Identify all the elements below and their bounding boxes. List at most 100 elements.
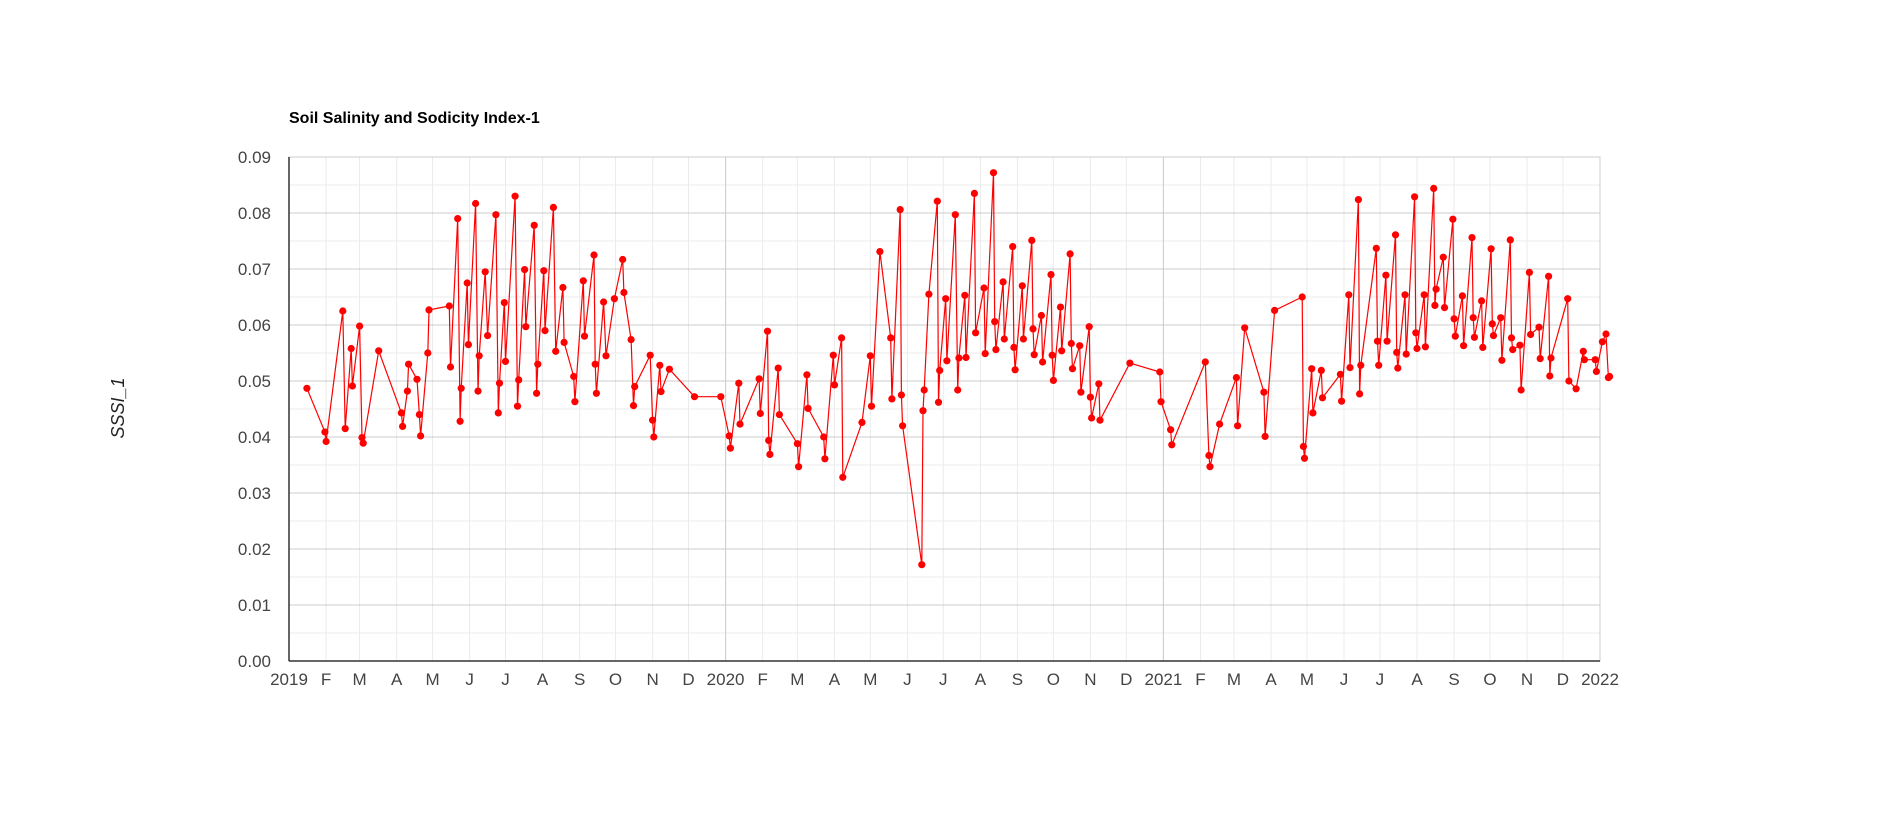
data-point bbox=[1338, 397, 1346, 405]
data-point bbox=[866, 352, 874, 360]
x-tick-label: N bbox=[1084, 670, 1096, 689]
x-tick-label: F bbox=[321, 670, 331, 689]
x-tick-label: N bbox=[646, 670, 658, 689]
data-point bbox=[1547, 354, 1555, 362]
data-point bbox=[936, 366, 944, 374]
x-tick-label: 2020 bbox=[707, 670, 745, 689]
x-tick-label: 2019 bbox=[270, 670, 308, 689]
data-point bbox=[970, 189, 979, 197]
data-point bbox=[1018, 282, 1026, 290]
data-point bbox=[1382, 271, 1390, 279]
data-point bbox=[1402, 350, 1410, 358]
data-point bbox=[896, 206, 904, 214]
data-point bbox=[1048, 351, 1056, 359]
data-point bbox=[1234, 422, 1242, 430]
series-layer bbox=[303, 169, 1614, 569]
data-point bbox=[1068, 365, 1077, 373]
data-point bbox=[899, 422, 907, 430]
data-point bbox=[403, 387, 411, 395]
data-point bbox=[897, 391, 906, 399]
data-point bbox=[1535, 323, 1543, 331]
data-point bbox=[1206, 463, 1214, 471]
data-point bbox=[631, 383, 639, 391]
data-point bbox=[1439, 253, 1447, 261]
data-point bbox=[1598, 338, 1606, 346]
data-point bbox=[1431, 301, 1439, 309]
data-point bbox=[1096, 416, 1104, 424]
data-point bbox=[646, 351, 654, 359]
axes: 0.00 0.01 0.02 0.03 0.04 0.05 0.06 0.07 0.08 0.09… bbox=[238, 148, 1619, 689]
data-point bbox=[1085, 323, 1093, 331]
data-point bbox=[1346, 364, 1354, 372]
data-point bbox=[1126, 359, 1134, 367]
data-point bbox=[735, 379, 743, 387]
data-point bbox=[1606, 372, 1614, 381]
data-point bbox=[513, 402, 522, 410]
y-tick-label: 0.07 bbox=[238, 260, 271, 279]
data-point bbox=[356, 322, 364, 330]
x-tick-label: O bbox=[1047, 670, 1060, 689]
data-point bbox=[484, 332, 492, 340]
data-point bbox=[481, 268, 489, 276]
data-point bbox=[472, 199, 480, 208]
data-point bbox=[920, 386, 928, 394]
data-point bbox=[417, 432, 425, 440]
data-point bbox=[1299, 442, 1307, 451]
y-tick-label: 0.03 bbox=[238, 484, 271, 503]
data-point bbox=[999, 278, 1007, 286]
data-point bbox=[1029, 325, 1037, 333]
data-point bbox=[887, 334, 895, 342]
data-point bbox=[1049, 376, 1057, 384]
x-tick-label: M bbox=[352, 670, 366, 689]
data-point bbox=[1460, 342, 1468, 350]
data-point bbox=[942, 295, 950, 303]
x-tick-label: F bbox=[1195, 670, 1205, 689]
data-point bbox=[1030, 351, 1038, 359]
data-point bbox=[456, 417, 464, 425]
data-point bbox=[1095, 380, 1103, 388]
data-point bbox=[619, 255, 627, 264]
data-point bbox=[821, 455, 829, 463]
data-point bbox=[1430, 184, 1438, 192]
data-point bbox=[454, 215, 462, 223]
data-point bbox=[725, 432, 733, 440]
data-point bbox=[1019, 335, 1027, 343]
data-point bbox=[1565, 377, 1573, 385]
data-point bbox=[1507, 334, 1516, 342]
data-point bbox=[629, 402, 638, 410]
data-point bbox=[736, 420, 744, 428]
x-tick-label: S bbox=[1012, 670, 1023, 689]
data-point bbox=[755, 375, 763, 383]
data-point bbox=[570, 372, 578, 381]
data-point bbox=[1468, 234, 1476, 242]
data-point bbox=[495, 379, 504, 387]
data-point bbox=[580, 332, 589, 340]
x-tick-label: 2022 bbox=[1581, 670, 1619, 689]
data-point bbox=[1450, 315, 1458, 323]
data-point bbox=[756, 409, 764, 418]
data-point bbox=[560, 338, 568, 346]
data-point bbox=[830, 381, 839, 389]
data-point bbox=[1066, 250, 1074, 258]
data-point bbox=[474, 387, 482, 395]
x-tick-label: M bbox=[863, 670, 877, 689]
data-point bbox=[1372, 244, 1380, 252]
data-point bbox=[933, 197, 941, 205]
data-point bbox=[339, 307, 347, 315]
data-point bbox=[1498, 356, 1506, 364]
data-point bbox=[1479, 343, 1487, 351]
data-point bbox=[359, 439, 367, 447]
data-point bbox=[981, 350, 989, 358]
data-point bbox=[405, 360, 413, 368]
data-point bbox=[415, 411, 423, 419]
x-tick-label: A bbox=[1411, 670, 1423, 689]
data-point bbox=[1375, 361, 1383, 369]
data-point bbox=[620, 288, 628, 297]
data-point bbox=[858, 418, 866, 426]
x-tick-label: A bbox=[537, 670, 549, 689]
data-point bbox=[348, 382, 356, 390]
data-point bbox=[1451, 332, 1459, 340]
data-point bbox=[1536, 355, 1544, 363]
data-point bbox=[303, 384, 311, 392]
